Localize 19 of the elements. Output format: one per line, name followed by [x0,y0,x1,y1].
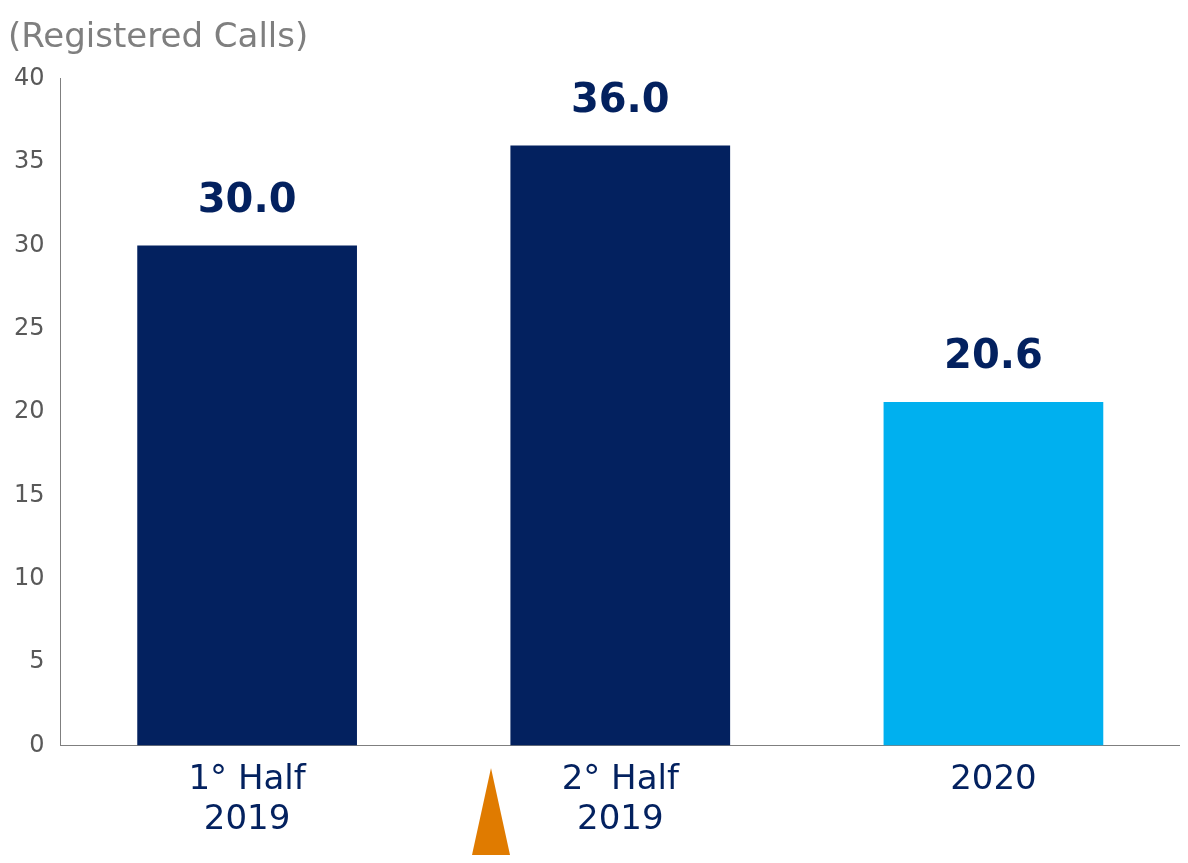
y-tick-label: 35 [13,146,45,175]
y-tick-label: 40 [13,63,45,92]
data-label: 30.0 [197,174,297,221]
y-tick-label: 30 [13,229,45,258]
bar [137,245,357,746]
bar [510,145,731,746]
x-tick-label: 2020 [950,756,1037,797]
y-tick-label: 0 [29,729,45,758]
y-tick-label: 25 [13,313,45,342]
bar [883,402,1104,746]
chart-title: (Registered Calls) [8,15,309,56]
x-tick-label: 2° Half 2019 [561,756,680,838]
x-tick-label: 1° Half 2019 [188,756,307,838]
data-label: 20.6 [944,331,1043,378]
y-tick-label: 15 [13,479,45,508]
data-label: 36.0 [570,74,670,121]
y-tick-label: 5 [29,646,45,675]
y-tick-label: 20 [13,396,45,425]
y-tick-label: 10 [13,562,45,591]
